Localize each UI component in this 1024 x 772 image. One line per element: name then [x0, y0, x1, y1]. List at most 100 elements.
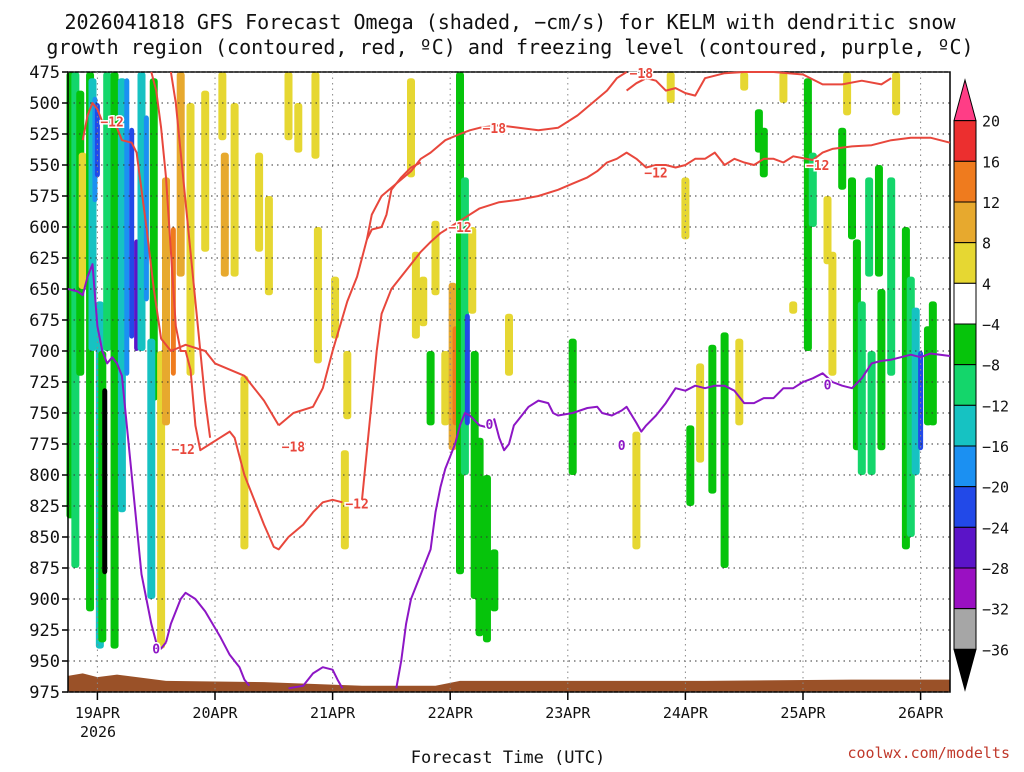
- contour-minus-12-lower: [150, 71, 343, 551]
- omega-shade-streak: [823, 196, 832, 265]
- colorbar-label: 16: [982, 153, 1000, 171]
- colorbar-swatch: [953, 364, 977, 406]
- omega-shade-streak: [928, 301, 937, 426]
- contour-label: 0: [824, 378, 832, 393]
- colorbar-swatch: [953, 445, 977, 488]
- y-tick-label: 575: [29, 187, 60, 207]
- omega-shade-streak: [779, 72, 788, 103]
- contour-label: −12: [171, 443, 194, 458]
- colorbar-bottom-arrow: [953, 648, 977, 692]
- omega-shade-streak: [848, 177, 856, 240]
- colorbar-label: −4: [982, 316, 1000, 334]
- colorbar-label: −36: [982, 641, 1009, 659]
- omega-shade-streak: [490, 549, 499, 612]
- x-axis-title: Forecast Time (UTC): [411, 748, 605, 768]
- y-tick-label: 675: [29, 311, 60, 331]
- omega-shade-streak: [874, 165, 883, 277]
- y-tick-label: 725: [29, 373, 60, 393]
- omega-shade-streak: [313, 227, 322, 364]
- omega-shade-streak: [887, 177, 896, 376]
- omega-shade-streak: [720, 332, 729, 568]
- contour-label: −18: [483, 122, 507, 137]
- omega-shade-streak: [186, 103, 195, 376]
- colorbar-label: −20: [982, 479, 1009, 497]
- omega-shade-streak: [331, 276, 340, 339]
- y-tick-label: 550: [29, 156, 60, 176]
- omega-shade-streak: [340, 450, 349, 550]
- y-tick-label: 975: [29, 683, 60, 703]
- omega-shade-streak: [843, 72, 852, 116]
- omega-shade-streak: [468, 227, 477, 314]
- contour-minus-18-upper-right: [625, 71, 892, 97]
- omega-shade-streak: [294, 103, 303, 153]
- colorbar-label: −8: [982, 357, 1000, 375]
- omega-shade-streak: [808, 152, 817, 227]
- omega-shade-streak: [686, 425, 695, 506]
- contour-minus-12-middle: [361, 136, 951, 500]
- colorbar-swatch: [953, 160, 977, 203]
- contour-label: −12: [448, 221, 471, 236]
- chart-title-line-1: 2026041818 GFS Forecast Omega (shaded, −…: [64, 10, 956, 34]
- omega-shade-streak: [102, 388, 108, 575]
- omega-shade-streak: [803, 78, 812, 351]
- y-tick-label: 875: [29, 559, 60, 579]
- chart-title-line-2: growth region (contoured, red, ºC) and f…: [46, 35, 973, 59]
- omega-shade-streak: [482, 475, 491, 643]
- colorbar-label: −28: [982, 560, 1009, 578]
- omega-shade-streak: [838, 127, 847, 190]
- contour-freezing-level-left: [67, 263, 167, 650]
- omega-shade-streak: [877, 289, 886, 451]
- contour-minus-18-main: [278, 71, 628, 427]
- contour-minus-18-lower-left: [366, 161, 422, 240]
- colorbar-swatch: [953, 526, 977, 569]
- omega-shade-streak: [94, 103, 100, 178]
- omega-shade-streak: [865, 177, 874, 277]
- x-tick-label: 20APR: [192, 704, 238, 722]
- omega-shade-streak: [284, 72, 293, 141]
- omega-shade-streak: [129, 127, 135, 339]
- contour-label: 0: [618, 439, 626, 454]
- omega-shade-streak: [162, 177, 170, 426]
- y-tick-label: 800: [29, 466, 60, 486]
- omega-shade-streak: [632, 431, 641, 550]
- y-tick-label: 650: [29, 280, 60, 300]
- contour-label: −12: [100, 116, 123, 131]
- colorbar-swatch: [953, 608, 977, 650]
- colorbar-swatch: [953, 282, 977, 325]
- colorbar-label: 12: [982, 194, 1000, 212]
- omega-shade-streak: [426, 351, 435, 426]
- omega-shade-streak: [407, 78, 415, 178]
- ground-surface: [68, 673, 950, 692]
- y-tick-label: 500: [29, 94, 60, 114]
- omega-shade-streak: [343, 351, 352, 420]
- x-tick-label: 22APR: [428, 704, 474, 722]
- omega-shade-streak: [918, 351, 924, 451]
- y-tick-label: 525: [29, 125, 60, 145]
- contour-minus-12-upper: [81, 102, 280, 426]
- omega-shade-streak: [240, 375, 249, 550]
- omega-shade-streak: [666, 72, 675, 103]
- contour-label: −12: [345, 498, 368, 513]
- colorbar-label: −16: [982, 438, 1009, 456]
- y-tick-label: 900: [29, 590, 60, 610]
- contour-label: 0: [152, 643, 160, 658]
- omega-shade-streak: [789, 301, 798, 314]
- x-tick-label: 23APR: [545, 704, 591, 722]
- omega-shade-streak: [220, 152, 229, 277]
- omega-shade-streak: [230, 103, 239, 277]
- omega-colorbar: 20 16 12 8 4 −4 −8 −12 −16 −20 −24 −28 −32 −36: [953, 78, 1009, 692]
- contour-label: −18: [630, 67, 654, 82]
- omega-shade-streak: [431, 220, 440, 296]
- omega-shade-streak: [475, 437, 484, 637]
- omega-shade-streak: [103, 72, 112, 351]
- colorbar-label: −32: [982, 601, 1009, 619]
- y-tick-label: 950: [29, 652, 60, 672]
- omega-shade-streak: [201, 90, 210, 252]
- x-axis-year-label: 2026: [80, 723, 116, 741]
- omega-shade-streak: [568, 338, 577, 475]
- colorbar-swatch: [953, 201, 977, 244]
- omega-shade-streak: [857, 301, 866, 475]
- colorbar-label: −12: [982, 397, 1009, 415]
- colorbar-label: 8: [982, 235, 991, 253]
